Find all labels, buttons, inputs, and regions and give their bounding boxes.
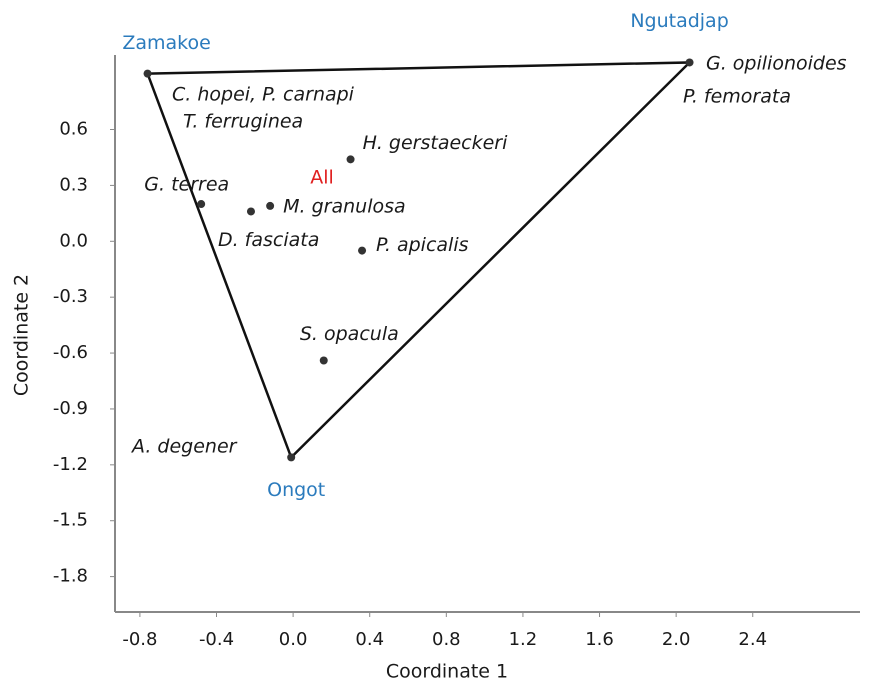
point-label: H. gerstaeckeri — [363, 132, 509, 154]
y-tick-label: -1.5 — [53, 510, 88, 531]
point-label: S. opacula — [300, 323, 399, 345]
point-label: P. apicalis — [376, 234, 469, 256]
annotation: G. opilionoides — [706, 53, 847, 75]
y-tick-label: -0.9 — [53, 398, 88, 419]
point — [685, 58, 694, 67]
x-tick-label: 2.4 — [738, 629, 767, 650]
annotation: A. degener — [130, 436, 238, 458]
point — [346, 155, 355, 164]
x-tick-label: 0.0 — [279, 629, 308, 650]
x-tick-label: -0.4 — [199, 629, 234, 650]
x-axis-title: Coordinate 1 — [386, 661, 508, 683]
annotation: T. ferruginea — [183, 111, 303, 133]
y-tick-label: 0.0 — [59, 230, 88, 251]
x-tick-label: 2.0 — [662, 629, 691, 650]
y-tick-label: -0.3 — [53, 286, 88, 307]
y-tick-label: -1.8 — [53, 566, 88, 587]
x-tick-label: 1.2 — [509, 629, 538, 650]
x-tick-label: -0.8 — [122, 629, 157, 650]
point — [197, 200, 206, 209]
x-tick-label: 0.4 — [355, 629, 384, 650]
y-axis-title: Coordinate 2 — [11, 274, 33, 396]
y-tick-label: -1.2 — [53, 454, 88, 475]
y-tick-label: 0.3 — [59, 174, 88, 195]
y-tick-label: -0.6 — [53, 342, 88, 363]
x-tick-label: 1.6 — [585, 629, 614, 650]
site-triangle — [145, 61, 693, 460]
annotation: P. femorata — [683, 86, 791, 108]
y-tick-label: 0.6 — [59, 119, 88, 140]
point-label: M. granulosa — [283, 195, 406, 217]
annotation: C. hopei, P. carnapi — [172, 84, 355, 106]
annotation: All — [310, 167, 334, 189]
point — [246, 207, 255, 216]
point — [319, 356, 328, 365]
point — [266, 201, 275, 210]
point — [287, 453, 296, 462]
point-label: Ngutadjap — [630, 10, 728, 32]
point — [358, 246, 367, 255]
point-label: D. fasciata — [218, 229, 319, 251]
point — [143, 69, 152, 78]
point-label: G. terrea — [144, 174, 229, 196]
x-tick-label: 0.8 — [432, 629, 461, 650]
point-label: Zamakoe — [122, 32, 210, 54]
point-label: Ongot — [267, 479, 325, 501]
